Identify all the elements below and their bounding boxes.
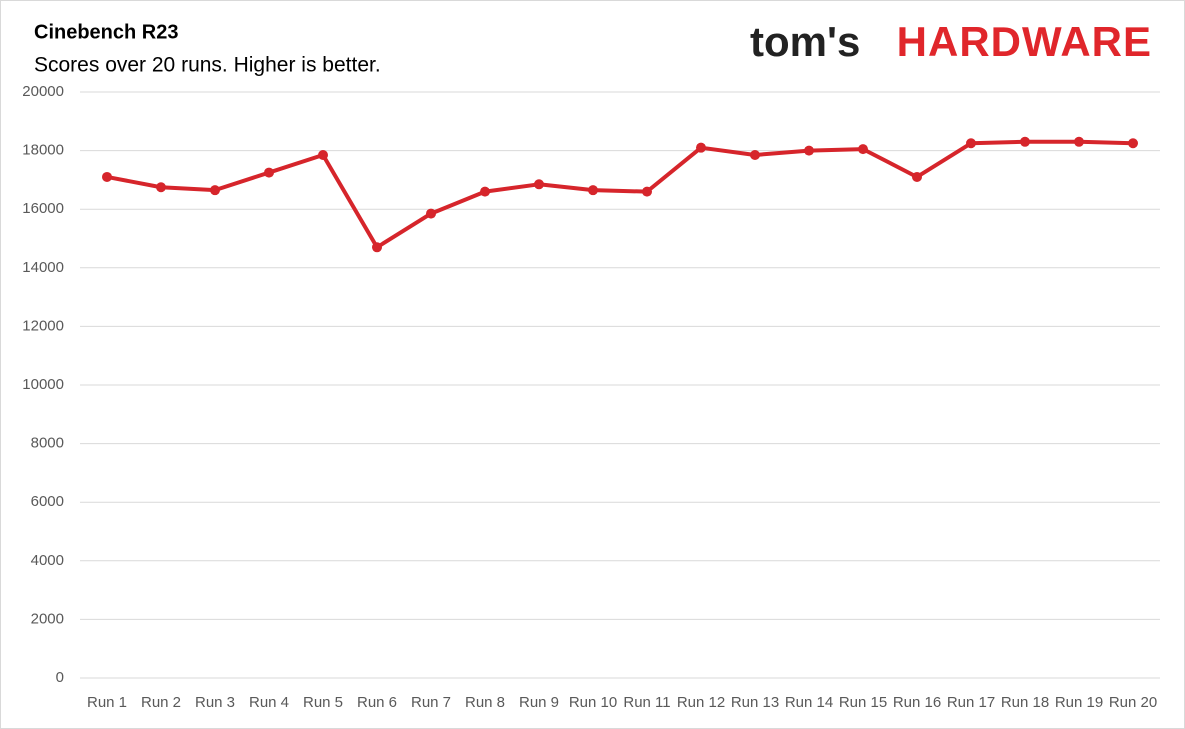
data-point [858,144,868,155]
x-tick-label: Run 7 [411,694,451,711]
data-point [264,167,274,178]
y-tick-label: 8000 [31,435,64,452]
y-tick-label: 20000 [22,83,64,100]
y-tick-label: 0 [56,669,64,686]
x-tick-label: Run 17 [947,694,995,711]
x-tick-label: Run 15 [839,694,887,711]
data-point [750,149,760,160]
x-tick-label: Run 18 [1001,694,1049,711]
x-tick-label: Run 12 [677,694,725,711]
data-point [588,185,598,196]
data-point [696,142,706,153]
chart-subtitle: Scores over 20 runs. Higher is better. [34,54,381,77]
x-tick-label: Run 1 [87,694,127,711]
x-tick-label: Run 8 [465,694,505,711]
y-tick-label: 10000 [22,376,64,393]
data-point [318,149,328,160]
x-tick-label: Run 3 [195,694,235,711]
data-point [804,145,814,156]
data-point [534,179,544,190]
y-tick-label: 2000 [31,610,64,627]
data-point [102,171,112,182]
x-tick-label: Run 2 [141,694,181,711]
x-tick-label: Run 4 [249,694,289,711]
data-point [156,182,166,193]
y-tick-label: 18000 [22,142,64,159]
x-tick-label: Run 20 [1109,694,1157,711]
data-point [1020,136,1030,147]
data-point [1074,136,1084,147]
y-tick-label: 4000 [31,552,64,569]
x-tick-label: Run 5 [303,694,343,711]
x-tick-label: Run 9 [519,694,559,711]
y-tick-label: 12000 [22,317,64,334]
x-tick-label: Run 13 [731,694,779,711]
x-tick-label: Run 6 [357,694,397,711]
data-line [106,139,1134,250]
logo-name: HARDWARE [897,18,1152,65]
y-tick-label: 6000 [31,493,64,510]
x-tick-label: Run 10 [569,694,617,711]
data-point [480,186,490,197]
data-point [966,138,976,149]
x-tick-label: Run 11 [623,694,670,711]
y-tick-label: 16000 [22,200,64,217]
x-tick-label: Run 16 [893,694,941,711]
x-tick-label: Run 14 [785,694,833,711]
data-point [372,242,382,253]
data-point [642,186,652,197]
chart-title: Cinebench R23 [34,21,178,43]
data-point [426,208,436,219]
data-point [210,185,220,196]
logo-prefix: tom's [750,18,860,65]
data-point [912,171,922,182]
x-tick-label: Run 19 [1055,694,1103,711]
y-tick-label: 14000 [22,259,64,276]
data-point [1128,138,1138,149]
